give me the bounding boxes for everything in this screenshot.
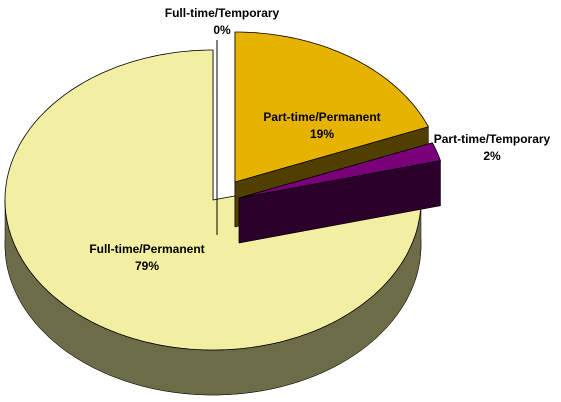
slice-value-label: 2%: [483, 149, 501, 163]
slice-value-label: 19%: [310, 127, 334, 141]
slice: [234, 31, 430, 183]
slice-label: Full-time/Permanent: [89, 242, 204, 256]
slice-label: Part-time/Permanent: [263, 110, 380, 124]
slice-value-label: 79%: [135, 259, 159, 273]
slice-label: Part-time/Temporary: [434, 132, 551, 146]
slice: [4, 49, 422, 351]
slice-value-label: 0%: [213, 23, 231, 37]
slice: [238, 142, 442, 199]
slice-label: Full-time/Temporary: [165, 6, 280, 20]
